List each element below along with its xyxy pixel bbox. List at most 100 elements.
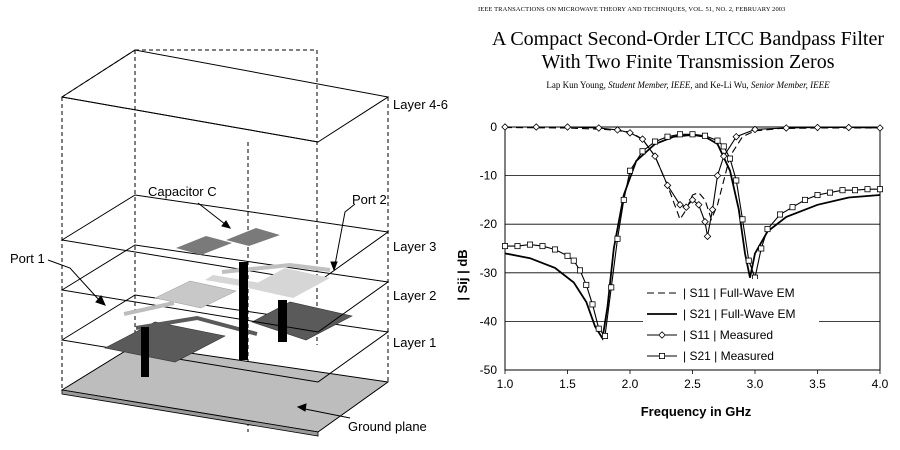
series-3-point-14 [703,232,712,241]
series-4-point-27 [745,257,752,264]
series-4-point-31 [776,211,783,218]
x-tick-label-0: 1.0 [497,377,514,391]
capacitor-c-right [226,228,280,246]
paper-title: A Compact Second-Order LTCC Bandpass Fil… [478,28,898,74]
layer-1-plane [60,294,390,383]
author-1-role: Student Member, IEEE, [608,80,693,90]
layer-2-patch [154,280,237,309]
series-4-point-13 [614,235,621,242]
chart-legend: | S11 | Full-Wave EM | S21 | Full-Wave EM… [643,279,819,369]
series-4-point-17 [651,138,658,145]
series-4-point-34 [814,192,821,199]
series-3-point-5 [626,129,634,137]
series-4-point-6 [570,257,577,264]
layer-2-plane [60,244,390,333]
series-3-point-19 [751,125,759,134]
x-tick-label-4: 3.0 [747,377,764,391]
s-parameter-chart: 0 -10 -20 -30 -40 -501.0 1.5 2.0 2.5 3.0 3.5 4.0 Fr… [455,120,889,419]
via-center [239,262,248,360]
series-4-point-0 [502,243,509,250]
legend-label-1: | S11 | Full-Wave EM [683,286,795,300]
legend-label-4: | S21 | Measured [683,349,774,363]
series-4-point-38 [864,186,871,193]
paper-header: IEEE TRANSACTIONS ON MICROWAVE THEORY AN… [478,6,898,90]
series-3-point-17 [719,152,728,160]
series-4-point-18 [664,133,671,140]
legend-marker-4 [658,352,665,359]
series-3-point-8 [663,181,672,190]
paper-title-line-2: With Two Finite Transmission Zeros [541,51,835,73]
series-4-point-29 [758,245,765,252]
series-4-point-5 [564,252,571,259]
series-4-point-20 [689,131,696,138]
series-4-point-16 [639,148,646,155]
y-tick-label-4: -40 [480,314,498,328]
layer-1-right-pad [251,301,353,341]
series-4-point-1 [514,243,521,250]
series-4-point-9 [589,301,596,308]
x-axis-title: Frequency in GHz [641,404,752,419]
series-4-point-24 [726,155,733,162]
author-1-name: Lap Kun Young, [546,80,606,90]
series-4-point-23 [720,143,727,150]
label-layer-4-6: Layer 4-6 [393,97,448,112]
paper-title-line-1: A Compact Second-Order LTCC Bandpass Fil… [492,28,884,50]
series-4-point-39 [876,186,883,193]
y-tick-label-2: -20 [480,217,498,231]
series-4-point-19 [676,131,683,138]
legend-marker-3 [658,331,666,339]
legend-label-2: | S21 | Full-Wave EM [683,307,795,321]
via-right [278,300,287,342]
series-4-point-26 [739,216,746,223]
chart-series [501,123,884,341]
series-4-point-22 [714,137,721,144]
series-3-point-4 [613,126,622,134]
series-4-point-25 [733,177,740,184]
series-3-point-15 [708,205,717,214]
x-tick-label-3: 2.5 [684,377,701,391]
leader-lines [47,202,356,419]
series-4-point-35 [826,189,833,196]
series-4-line [505,133,880,338]
series-1-line [504,126,880,221]
layer-3-patch [248,268,330,298]
series-3-point-20 [782,124,791,132]
series-3-point-6 [638,135,647,143]
series-3-point-12 [694,200,703,209]
y-tick-label-3: -30 [480,266,498,280]
x-tick-label-5: 3.5 [809,377,826,391]
series-3-point-3 [594,124,603,132]
series-3-point-11 [688,196,697,204]
series-4-point-36 [839,187,846,194]
series-4-point-33 [801,196,808,203]
series-3-point-16 [713,171,722,180]
y-axis-title: | Sij | dB [455,249,470,300]
label-capacitor-c: Capacitor C [148,184,217,199]
series-3-point-9 [676,200,684,209]
label-port-1: Port 1 [10,251,45,266]
paper-authors: Lap Kun Young, Student Member, IEEE, and… [478,80,898,90]
x-tick-label-1: 1.5 [559,377,576,391]
x-tick-label-6: 4.0 [872,377,889,391]
label-ground-plane: Ground plane [348,419,427,434]
series-3-point-7 [651,152,659,160]
label-port-2: Port 2 [352,192,387,207]
series-4-point-2 [527,241,534,248]
capacitor-c-left [176,236,232,255]
label-layer-2: Layer 2 [393,288,436,303]
series-4-point-10 [595,325,602,332]
series-4-point-8 [583,281,590,288]
label-layer-1: Layer 1 [393,335,436,350]
series-4-point-7 [577,267,584,274]
series-3-point-23 [876,124,884,132]
series-4-point-14 [620,196,627,203]
series-4-point-3 [539,243,546,250]
layer-1-strip [135,315,258,336]
series-3-point-18 [732,132,741,141]
series-4-point-32 [789,204,796,211]
series-4-point-11 [601,332,608,339]
series-3-point-10 [682,203,691,211]
layer-4-6-front-edge [61,96,319,143]
ltcc-layer-structure-figure: Layer 4-6 Capacitor C Port 2 Port 1 Laye… [10,49,448,437]
series-3-point-2 [563,123,572,131]
